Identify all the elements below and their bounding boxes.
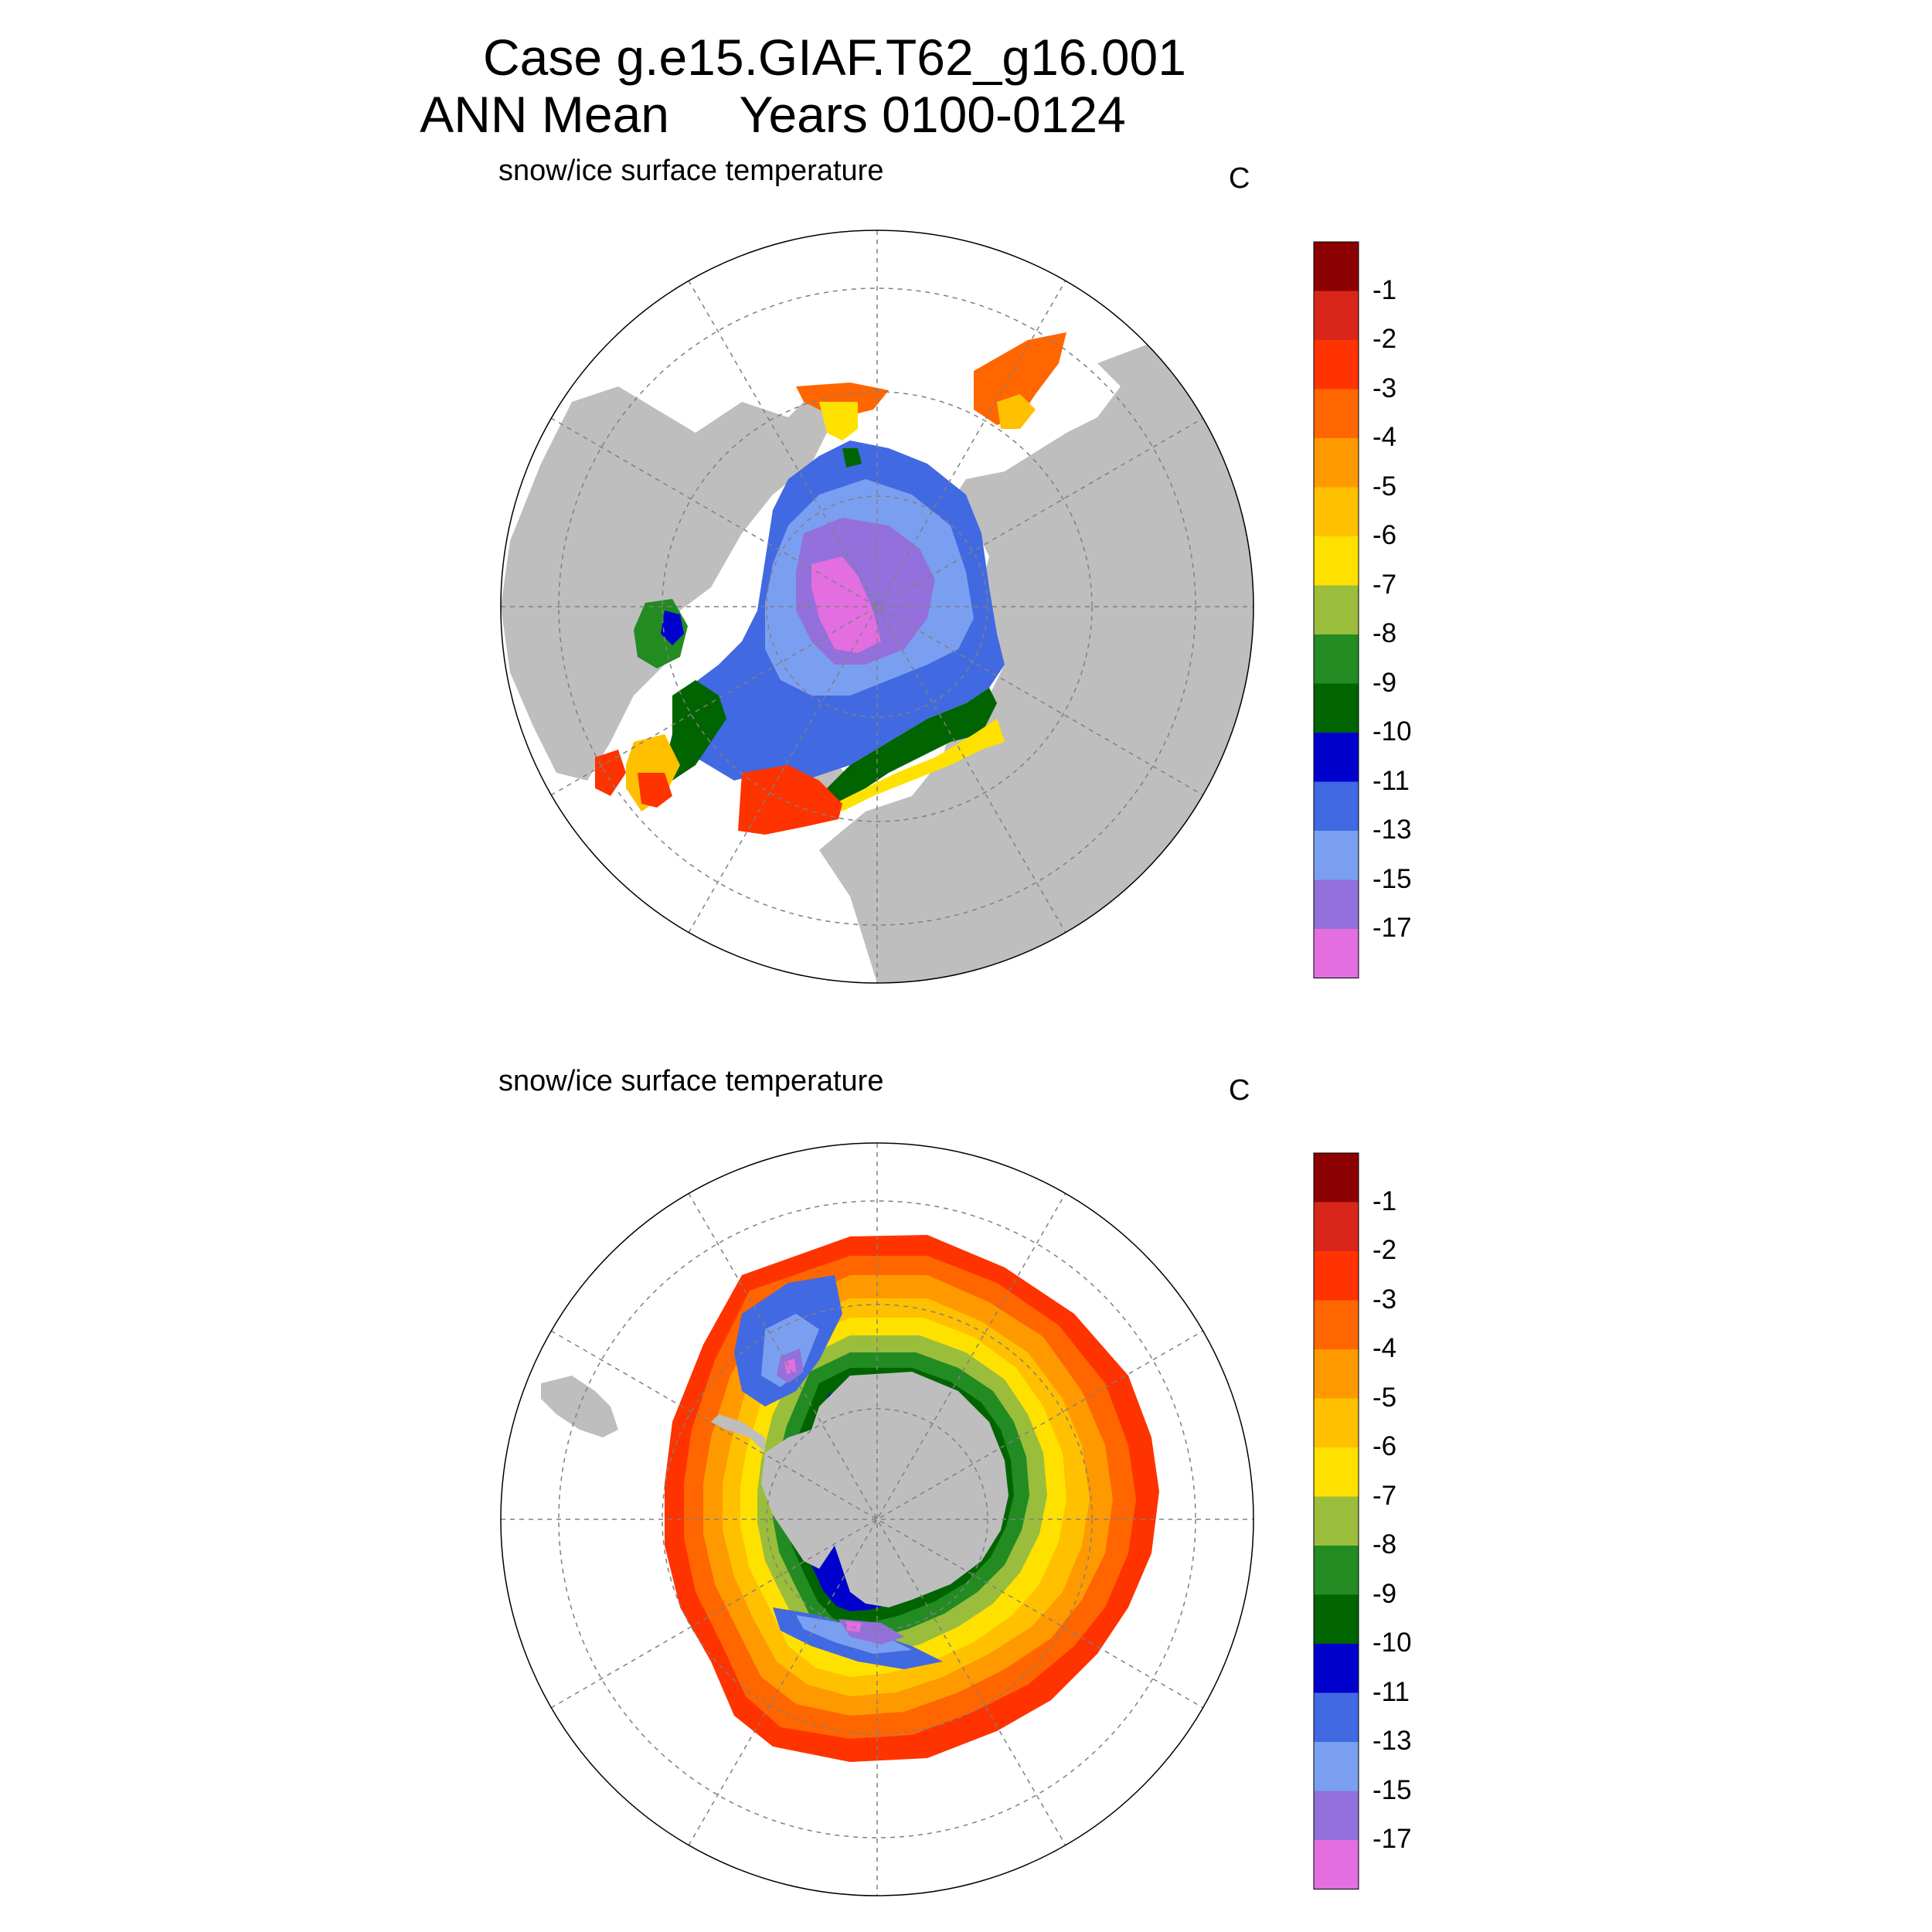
north-colorbar-tick-label: -2	[1372, 324, 1397, 354]
south-colorbar-tick-label: -6	[1372, 1431, 1397, 1461]
north-colorbar-swatch	[1314, 683, 1359, 733]
south-ice-weddell-light	[761, 1314, 819, 1387]
south-colorbar-tick-label: -17	[1372, 1824, 1412, 1854]
south-colorbar-tick-label: -13	[1372, 1726, 1412, 1756]
south-colorbar-border	[1313, 1152, 1359, 1889]
south-colorbar-swatch	[1314, 1447, 1359, 1497]
south-colorbar-swatch	[1314, 1349, 1359, 1399]
figure-title-line-1: Case g.e15.GIAF.T62_g16.001	[483, 29, 1186, 86]
south-colorbar-swatch	[1314, 1692, 1359, 1742]
north-land-eurasia	[819, 340, 1253, 983]
south-colorbar-tick-label: -1	[1372, 1185, 1397, 1216]
south-colorbar-swatch	[1314, 1496, 1359, 1546]
north-colorbar-tick-label: -5	[1372, 471, 1397, 502]
north-graticule	[501, 230, 1253, 983]
north-ice-hudson-bay-core	[661, 611, 684, 645]
south-polar-map	[500, 1142, 1254, 1896]
north-colorbar-tick-label: -1	[1372, 274, 1397, 305]
north-ice-barents-band	[819, 688, 997, 804]
north-colorbar-swatch	[1314, 781, 1359, 831]
north-colorbar-swatch	[1314, 831, 1359, 880]
north-colorbar-swatch	[1314, 585, 1359, 634]
south-colorbar-swatch	[1314, 1644, 1359, 1693]
south-colorbar-swatch	[1314, 1840, 1359, 1889]
north-ice-bering-warm	[819, 402, 858, 440]
south-map-border	[500, 1142, 1254, 1896]
north-colorbar-swatch	[1314, 438, 1359, 488]
north-colorbar-tick-label: -17	[1372, 913, 1412, 943]
north-polar-map	[500, 230, 1254, 984]
south-colorbar-tick-label: -10	[1372, 1628, 1412, 1658]
north-colorbar-swatch	[1314, 242, 1359, 291]
south-colorbar-tick-label: -9	[1372, 1578, 1397, 1609]
north-colorbar-swatch	[1314, 536, 1359, 586]
south-colorbar-swatch	[1314, 1202, 1359, 1251]
south-colorbar-tick-label: -7	[1372, 1480, 1397, 1511]
north-colorbar-swatch	[1314, 340, 1359, 389]
south-colorbar-swatch	[1314, 1251, 1359, 1301]
south-land-antarctica	[761, 1372, 1009, 1607]
south-colorbar-tick-label: -15	[1372, 1774, 1412, 1805]
north-colorbar-tick-label: -6	[1372, 520, 1397, 550]
south-colorbar-tick-label: -11	[1372, 1676, 1410, 1707]
north-colorbar-swatch	[1314, 929, 1359, 978]
north-ice-labrador-south	[638, 773, 672, 808]
north-ice-bering	[796, 383, 889, 417]
north-colorbar-swatch	[1314, 389, 1359, 438]
north-colorbar-tick-label: -3	[1372, 372, 1397, 403]
north-colorbar-tick-label: -8	[1372, 618, 1397, 648]
south-colorbar-swatch	[1314, 1594, 1359, 1644]
north-colorbar-tick-label: -9	[1372, 667, 1397, 698]
south-colorbar-tick-label: -8	[1372, 1529, 1397, 1560]
south-panel-units-label: C	[1229, 1074, 1250, 1107]
north-ice-central-pink	[811, 556, 881, 653]
south-colorbar	[1313, 1152, 1359, 1889]
north-colorbar-tick-label: -11	[1372, 765, 1410, 796]
south-colorbar-swatch	[1314, 1153, 1359, 1202]
south-graticule	[501, 1143, 1253, 1896]
north-colorbar	[1313, 241, 1359, 978]
south-colorbar-tick-label: -5	[1372, 1382, 1397, 1413]
north-ice-okhotsk-warm	[997, 394, 1036, 429]
north-colorbar-tick-label: -4	[1372, 422, 1397, 452]
south-panel-variable-label: snow/ice surface temperature	[498, 1065, 884, 1097]
south-colorbar-tick-label: -2	[1372, 1235, 1397, 1265]
north-colorbar-tick-label: -13	[1372, 815, 1412, 845]
north-panel-units-label: C	[1229, 162, 1250, 195]
north-colorbar-swatch	[1314, 733, 1359, 782]
north-colorbar-swatch	[1314, 291, 1359, 340]
south-colorbar-swatch	[1314, 1300, 1359, 1349]
north-ice-bering-strait	[842, 448, 862, 468]
north-map-border	[500, 230, 1254, 984]
south-colorbar-swatch	[1314, 1546, 1359, 1595]
north-colorbar-swatch	[1314, 879, 1359, 929]
north-colorbar-tick-label: -10	[1372, 716, 1412, 747]
figure-title-line-2: ANN Mean Years 0100-0124	[420, 86, 1126, 143]
south-colorbar-swatch	[1314, 1742, 1359, 1791]
south-colorbar-swatch	[1314, 1398, 1359, 1447]
south-colorbar-tick-label: -4	[1372, 1333, 1397, 1363]
north-ice-baffin-band	[665, 680, 726, 781]
south-ice-weddell-pink	[784, 1359, 796, 1374]
north-colorbar-tick-label: -7	[1372, 569, 1397, 600]
south-ice-ross-pink	[846, 1621, 862, 1632]
north-panel-variable-label: snow/ice surface temperature	[498, 155, 884, 187]
south-colorbar-swatch	[1314, 1791, 1359, 1840]
north-colorbar-swatch	[1314, 487, 1359, 536]
north-ice-norwegian-band	[738, 765, 842, 835]
north-colorbar-border	[1313, 241, 1359, 978]
north-ice-gulf-st-lawrence	[595, 750, 626, 796]
south-land-antarctic-peninsula	[711, 1414, 765, 1453]
south-colorbar-tick-label: -3	[1372, 1284, 1397, 1315]
north-colorbar-tick-label: -15	[1372, 863, 1412, 894]
north-colorbar-swatch	[1314, 634, 1359, 684]
